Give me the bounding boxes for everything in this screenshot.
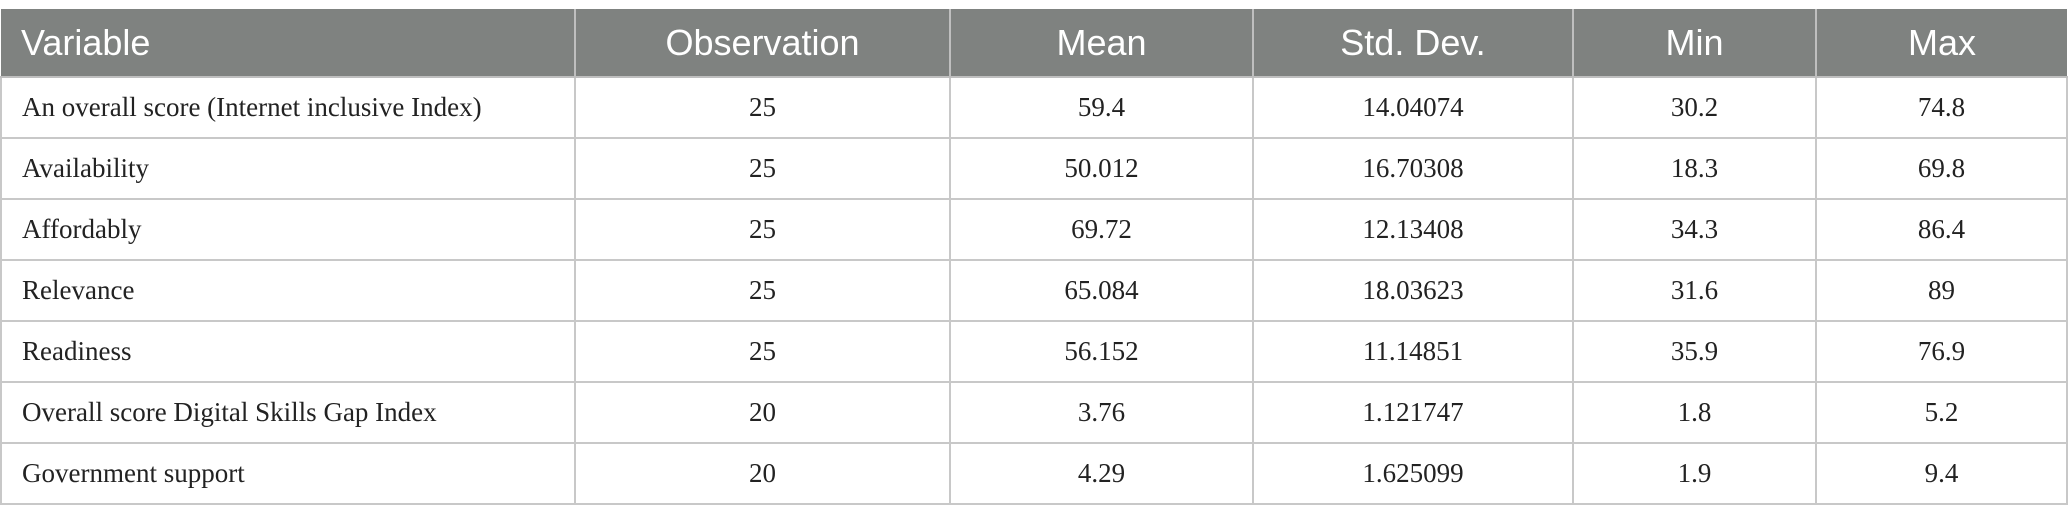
header-std-dev: Std. Dev. [1253, 9, 1574, 78]
table-header: Variable Observation Mean Std. Dev. Min … [1, 9, 2067, 78]
cell-max: 86.4 [1815, 198, 2068, 261]
cell-observation: 25 [574, 259, 951, 322]
cell-variable: Availability [0, 137, 576, 200]
table-row: Affordably 25 69.72 12.13408 34.3 86.4 [0, 198, 2068, 261]
table-row: Relevance 25 65.084 18.03623 31.6 89 [0, 259, 2068, 322]
cell-max: 69.8 [1815, 137, 2068, 200]
cell-std-dev: 16.70308 [1252, 137, 1574, 200]
cell-mean: 65.084 [949, 259, 1254, 322]
cell-max: 5.2 [1815, 381, 2068, 444]
cell-max: 76.9 [1815, 320, 2068, 383]
table-row: Availability 25 50.012 16.70308 18.3 69.… [0, 137, 2068, 200]
table-body: An overall score (Internet inclusive Ind… [0, 76, 2068, 505]
cell-observation: 20 [574, 442, 951, 505]
cell-min: 30.2 [1572, 76, 1817, 139]
header-variable: Variable [1, 9, 576, 78]
table-row: An overall score (Internet inclusive Ind… [0, 76, 2068, 139]
cell-mean: 4.29 [949, 442, 1254, 505]
cell-observation: 25 [574, 76, 951, 139]
cell-min: 18.3 [1572, 137, 1817, 200]
cell-min: 1.8 [1572, 381, 1817, 444]
cell-observation: 25 [574, 320, 951, 383]
cell-variable: An overall score (Internet inclusive Ind… [0, 76, 576, 139]
cell-min: 35.9 [1572, 320, 1817, 383]
descriptive-statistics-table-container: Variable Observation Mean Std. Dev. Min … [0, 9, 2068, 505]
cell-max: 74.8 [1815, 76, 2068, 139]
cell-min: 31.6 [1572, 259, 1817, 322]
header-row: Variable Observation Mean Std. Dev. Min … [1, 9, 2067, 78]
cell-mean: 69.72 [949, 198, 1254, 261]
header-max: Max [1816, 9, 2067, 78]
header-mean: Mean [950, 9, 1254, 78]
cell-min: 1.9 [1572, 442, 1817, 505]
cell-max: 9.4 [1815, 442, 2068, 505]
cell-variable: Government support [0, 442, 576, 505]
cell-min: 34.3 [1572, 198, 1817, 261]
cell-observation: 25 [574, 137, 951, 200]
cell-mean: 56.152 [949, 320, 1254, 383]
cell-variable: Readiness [0, 320, 576, 383]
cell-variable: Affordably [0, 198, 576, 261]
cell-std-dev: 12.13408 [1252, 198, 1574, 261]
cell-std-dev: 11.14851 [1252, 320, 1574, 383]
cell-mean: 50.012 [949, 137, 1254, 200]
descriptive-statistics-table: Variable Observation Mean Std. Dev. Min … [0, 9, 2068, 505]
cell-mean: 3.76 [949, 381, 1254, 444]
cell-observation: 25 [574, 198, 951, 261]
header-observation: Observation [575, 9, 951, 78]
cell-max: 89 [1815, 259, 2068, 322]
cell-observation: 20 [574, 381, 951, 444]
cell-std-dev: 14.04074 [1252, 76, 1574, 139]
table-row: Overall score Digital Skills Gap Index 2… [0, 381, 2068, 444]
cell-std-dev: 18.03623 [1252, 259, 1574, 322]
cell-std-dev: 1.121747 [1252, 381, 1574, 444]
table-row: Government support 20 4.29 1.625099 1.9 … [0, 442, 2068, 505]
cell-mean: 59.4 [949, 76, 1254, 139]
cell-std-dev: 1.625099 [1252, 442, 1574, 505]
header-min: Min [1573, 9, 1817, 78]
cell-variable: Overall score Digital Skills Gap Index [0, 381, 576, 444]
table-row: Readiness 25 56.152 11.14851 35.9 76.9 [0, 320, 2068, 383]
cell-variable: Relevance [0, 259, 576, 322]
